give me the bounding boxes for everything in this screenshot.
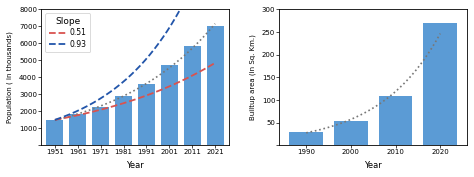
Bar xyxy=(115,96,132,145)
X-axis label: Year: Year xyxy=(365,161,382,170)
X-axis label: Year: Year xyxy=(126,161,144,170)
Bar xyxy=(69,114,86,145)
Bar xyxy=(290,132,323,145)
Y-axis label: Builtup area (in Sq. Km.): Builtup area (in Sq. Km.) xyxy=(250,35,256,120)
Bar xyxy=(92,107,109,145)
Bar xyxy=(207,26,224,145)
Bar xyxy=(334,121,368,145)
Bar xyxy=(423,23,457,145)
Bar xyxy=(183,46,201,145)
Bar xyxy=(161,65,178,145)
Bar xyxy=(46,120,64,145)
Y-axis label: Population ( in thousands): Population ( in thousands) xyxy=(7,32,13,123)
Bar xyxy=(138,84,155,145)
Bar xyxy=(379,96,412,145)
Legend: 0.51, 0.93: 0.51, 0.93 xyxy=(45,13,90,53)
